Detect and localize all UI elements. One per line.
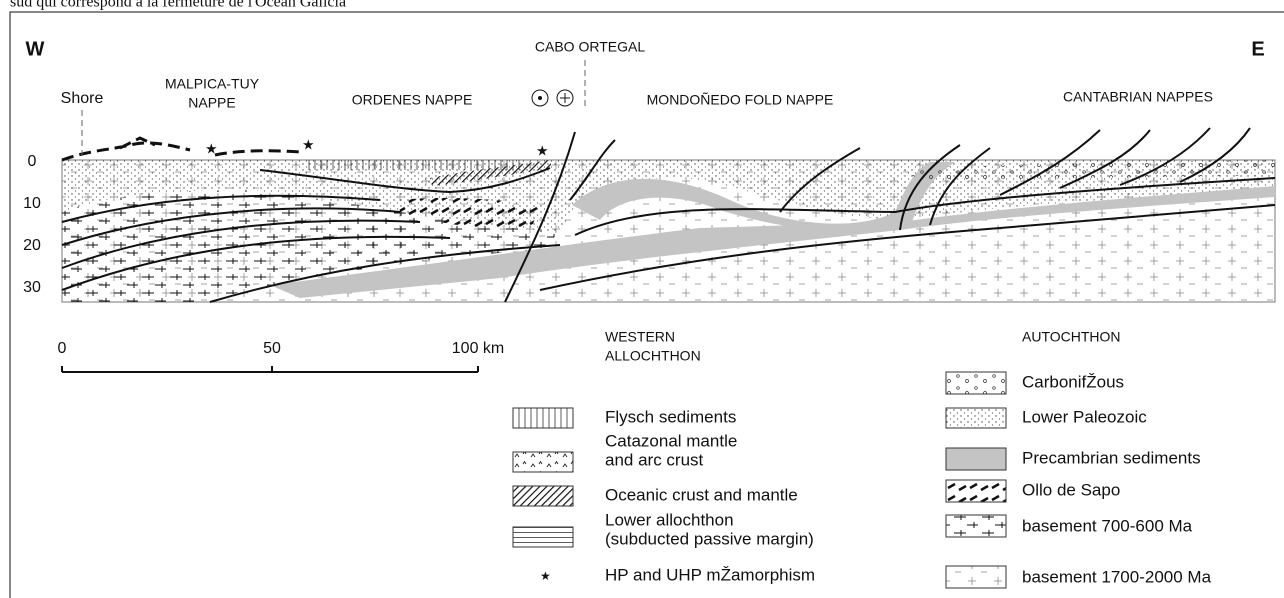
geologic-section-figure: ★ ★ ★ ★ sud qui correspond à la fermeture …	[0, 0, 1284, 598]
scale-label: 100 km	[452, 340, 504, 357]
legend-item: CarbonifŽous	[1022, 372, 1124, 391]
cross-section-part-part: ★	[302, 137, 315, 153]
legend-item: Lower Paleozoic	[1022, 407, 1147, 426]
legend-swatches-part: ★	[540, 569, 551, 583]
legend-item: and arc crust	[605, 450, 704, 469]
legend-item: Precambrian sediments	[1022, 448, 1201, 467]
legend-swatches: ★	[513, 372, 1006, 588]
region-label: MONDOÑEDO FOLD NAPPE	[647, 92, 834, 108]
legend-heading: WESTERN	[605, 329, 675, 345]
legend-item: basement 1700-2000 Ma	[1022, 567, 1212, 586]
legend-swatches-part	[513, 408, 573, 428]
region-label: CANTABRIAN NAPPES	[1063, 89, 1213, 105]
west-label: W	[26, 38, 45, 60]
cross-section-part	[305, 160, 520, 170]
depth-label: 10	[23, 195, 41, 212]
scale-label: 50	[263, 340, 281, 357]
legend-item: Flysch sediments	[605, 407, 736, 426]
legend-item: Oceanic crust and mantle	[605, 485, 798, 504]
cross-section-part-part: ★	[205, 141, 218, 157]
east-label: E	[1251, 38, 1264, 60]
shore-label: Shore	[61, 90, 104, 107]
region-label: NAPPE	[188, 95, 235, 111]
depth-label: 20	[23, 237, 41, 254]
cross-section-part	[538, 96, 542, 100]
legend-item: Ollo de Sapo	[1022, 480, 1120, 499]
legend-swatches-part	[513, 452, 573, 472]
legend-swatches-part	[946, 515, 1006, 537]
region-label: ORDENES NAPPE	[352, 92, 473, 108]
depth-label: 0	[28, 153, 37, 170]
legend-item: Catazonal mantle	[605, 431, 737, 450]
cross-section-part	[82, 60, 585, 160]
legend-swatches-part	[946, 566, 1006, 588]
region-label: CABO ORTEGAL	[535, 39, 645, 55]
scale-bar	[62, 366, 478, 372]
legend-swatches-part	[513, 486, 573, 506]
legend-item: HP and UHP mŽamorphism	[605, 565, 815, 584]
cross-section-part: ★ ★ ★	[205, 137, 549, 159]
legend-swatches-part	[946, 448, 1006, 470]
legend-item: basement 700-600 Ma	[1022, 516, 1193, 535]
region-label: MALPICA-TUY	[165, 76, 260, 92]
legend-swatches-part	[513, 527, 573, 547]
depth-label: 30	[23, 279, 41, 296]
caption-fragment: sud qui correspond à la fermeture de l'O…	[10, 0, 346, 11]
legend-heading: ALLOCHTHON	[605, 348, 701, 364]
legend-item: Lower allochthon	[605, 510, 734, 529]
cross-section-part	[560, 93, 570, 103]
legend-item: (subducted passive margin)	[605, 529, 814, 548]
legend-heading: AUTOCHTHON	[1022, 329, 1121, 345]
scale-label: 0	[58, 340, 67, 357]
legend-swatches-part	[946, 480, 1006, 502]
cross-section-part-part: ★	[536, 143, 549, 159]
legend-swatches-part	[946, 372, 1006, 394]
cross-section-part	[62, 138, 300, 160]
legend-swatches-part	[946, 408, 1006, 428]
